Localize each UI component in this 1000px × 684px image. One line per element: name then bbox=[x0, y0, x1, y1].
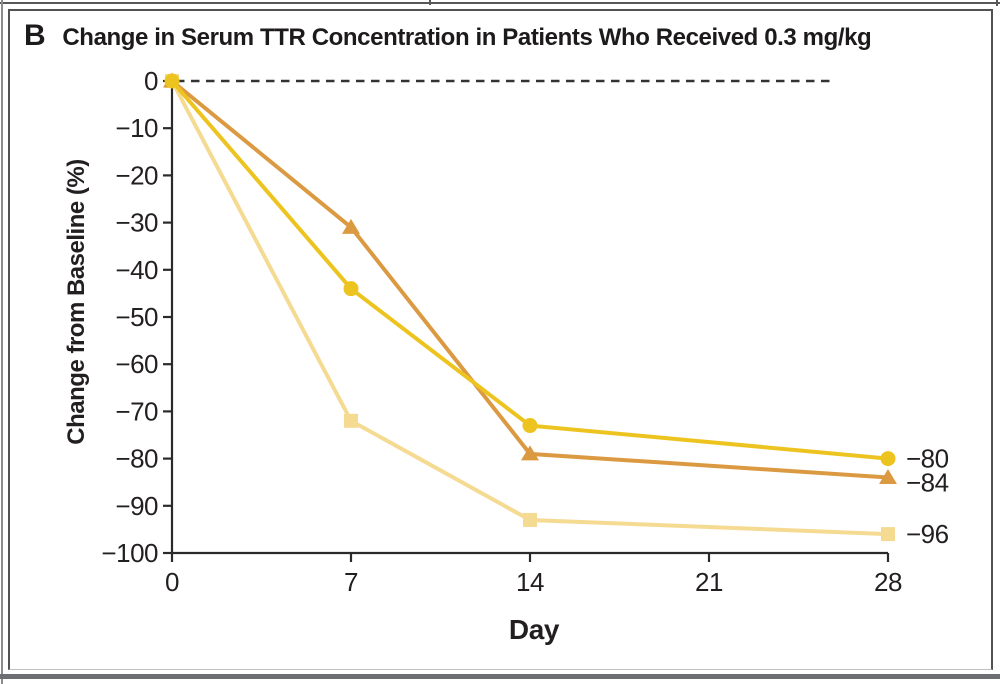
y-tick-label: −60 bbox=[115, 349, 158, 379]
marker-circle-patient bbox=[343, 281, 359, 297]
line-circle-patient bbox=[170, 79, 889, 461]
end-value-label-square-patient: −96 bbox=[906, 519, 949, 549]
x-tick-label: 28 bbox=[874, 567, 902, 597]
marker-square-patient bbox=[523, 512, 537, 527]
figure-left-border bbox=[1, 0, 3, 684]
y-tick-label: 0 bbox=[144, 66, 158, 96]
y-tick-label: −90 bbox=[115, 491, 158, 521]
axes bbox=[170, 81, 888, 555]
y-tick-label: −10 bbox=[115, 113, 158, 143]
panel-above-right-border bbox=[996, 0, 998, 6]
y-tick-label: −100 bbox=[101, 538, 158, 568]
marker-circle-patient bbox=[164, 73, 180, 89]
panel-above-divider bbox=[429, 0, 431, 5]
marker-triangle-patient bbox=[879, 468, 897, 484]
marker-circle-patient bbox=[880, 451, 896, 467]
end-value-label-circle-patient: −80 bbox=[906, 444, 949, 474]
marker-circle-patient bbox=[522, 418, 538, 434]
marker-square-patient bbox=[344, 413, 358, 428]
panel-header: B Change in Serum TTR Concentration in P… bbox=[24, 19, 872, 53]
x-tick-label: 7 bbox=[344, 567, 358, 597]
y-tick-label: −70 bbox=[115, 396, 158, 426]
x-tick-label: 21 bbox=[695, 567, 723, 597]
marker-triangle-patient bbox=[521, 445, 539, 461]
panel-separator-below bbox=[0, 674, 1000, 679]
line-square-patient bbox=[170, 80, 889, 537]
end-value-label-triangle-patient: −84 bbox=[906, 468, 949, 498]
y-tick-label: −50 bbox=[115, 302, 158, 332]
y-tick-label: −80 bbox=[115, 444, 158, 474]
line-triangle-patient bbox=[170, 79, 889, 480]
panel-above-bottom-border bbox=[0, 2, 1000, 4]
y-tick-label: −40 bbox=[115, 255, 158, 285]
x-tick-label: 0 bbox=[165, 567, 179, 597]
y-tick-label: −30 bbox=[115, 208, 158, 238]
panel-label: B bbox=[24, 19, 46, 52]
x-axis-label: Day bbox=[508, 614, 560, 645]
marker-square-patient bbox=[881, 527, 895, 542]
panel-title: Change in Serum TTR Concentration in Pat… bbox=[62, 24, 872, 51]
y-tick-label: −20 bbox=[115, 160, 158, 190]
x-tick-label: 14 bbox=[516, 567, 544, 597]
marker-triangle-patient bbox=[342, 218, 360, 234]
